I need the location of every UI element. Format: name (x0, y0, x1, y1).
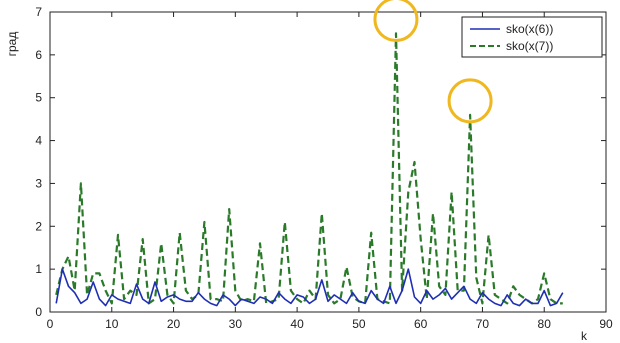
y-tick-label: 1 (35, 262, 42, 276)
x-tick-label: 60 (414, 317, 428, 331)
x-tick-label: 80 (538, 317, 552, 331)
x-tick-label: 10 (105, 317, 119, 331)
x-axis-label: k (581, 329, 588, 343)
x-tick-label: 50 (352, 317, 366, 331)
y-axis-ticks: 0 1 2 3 4 5 6 7 (35, 5, 606, 319)
y-tick-label: 5 (35, 91, 42, 105)
y-axis-label: град (5, 32, 19, 57)
legend-box (461, 16, 603, 58)
series-line-sko-x6 (55, 268, 564, 307)
series-line-sko-x7 (55, 32, 563, 305)
y-tick-label: 3 (35, 176, 42, 190)
legend-label-series-1: sko(x(6)) (506, 22, 553, 36)
legend-label-series-2: sko(x(7)) (506, 39, 553, 53)
x-tick-label: 70 (476, 317, 490, 331)
y-tick-label: 4 (35, 134, 42, 148)
y-tick-label: 7 (35, 5, 42, 19)
x-axis-ticks: 0 10 20 30 40 50 60 70 80 90 (47, 12, 613, 331)
y-tick-label: 0 (35, 305, 42, 319)
x-tick-label: 40 (290, 317, 304, 331)
highlight-layer (373, 0, 493, 124)
x-tick-label: 0 (47, 317, 54, 331)
x-tick-label: 30 (229, 317, 243, 331)
highlight-circle (447, 78, 493, 124)
legend: sko(x(6)) sko(x(7)) (461, 16, 603, 58)
y-tick-label: 6 (35, 48, 42, 62)
plot-area (49, 11, 607, 313)
x-tick-label: 20 (167, 317, 181, 331)
series-layer (55, 32, 564, 307)
highlight-circle (373, 0, 419, 42)
x-tick-label: 90 (599, 317, 613, 331)
y-tick-label: 2 (35, 219, 42, 233)
